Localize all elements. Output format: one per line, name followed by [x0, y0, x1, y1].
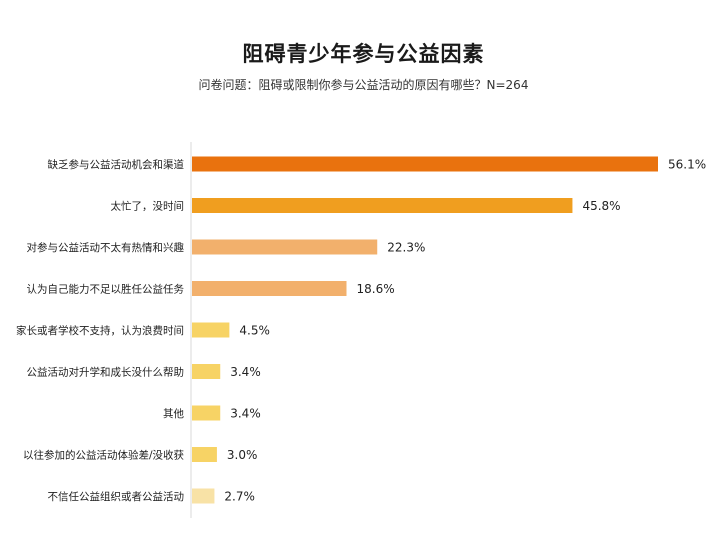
category-label: 公益活动对升学和成长没什么帮助 — [27, 366, 185, 379]
category-label: 缺乏参与公益活动机会和渠道 — [48, 158, 185, 171]
value-label: 2.7% — [224, 490, 255, 504]
value-label: 18.6% — [357, 282, 395, 296]
chart-title: 阻碍青少年参与公益因素 — [242, 42, 485, 66]
bar — [192, 322, 230, 338]
value-label: 4.5% — [239, 324, 270, 338]
bar — [192, 281, 347, 296]
category-label: 不信任公益组织或者公益活动 — [48, 490, 185, 503]
bar — [192, 198, 573, 213]
category-label: 家长或者学校不支持，认为浪费时间 — [16, 324, 184, 337]
bar — [192, 156, 658, 172]
value-label: 45.8% — [582, 199, 620, 213]
category-label: 认为自己能力不足以胜任公益任务 — [27, 283, 185, 296]
bar — [192, 447, 217, 462]
bar — [192, 239, 378, 255]
value-label: 56.1% — [668, 158, 706, 172]
chart-subtitle: 问卷问题：阻碍或限制你参与公益活动的原因有哪些？N=264 — [198, 78, 529, 92]
value-label: 22.3% — [387, 241, 425, 255]
category-label: 对参与公益活动不太有热情和兴趣 — [27, 241, 185, 254]
bar — [192, 488, 215, 504]
value-label: 3.0% — [227, 448, 258, 462]
value-label: 3.4% — [230, 365, 261, 379]
category-label: 太忙了，没时间 — [111, 200, 185, 213]
bar — [192, 364, 221, 379]
category-label: 以往参加的公益活动体验差/没收获 — [23, 449, 184, 462]
value-label: 3.4% — [230, 407, 261, 421]
bar — [192, 405, 221, 421]
category-label: 其他 — [163, 407, 184, 420]
